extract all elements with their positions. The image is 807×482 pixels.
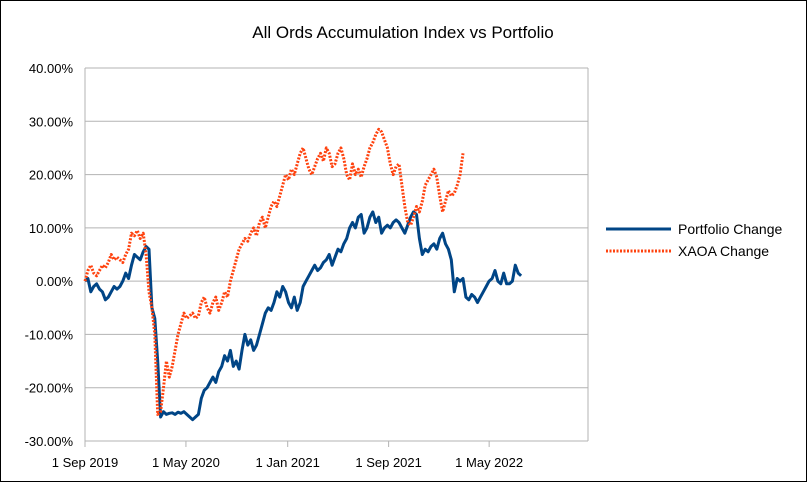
y-tick-label: 10.00%: [29, 221, 74, 236]
x-tick-label: 1 Jan 2021: [256, 455, 320, 470]
y-tick-label: -30.00%: [25, 434, 74, 449]
legend: Portfolio Change XAOA Change: [606, 221, 783, 259]
y-tick-labels: -30.00% -20.00% -10.00% 0.00% 10.00% 20.00% 30…: [25, 61, 74, 449]
x-tick-labels: 1 Sep 2019 1 May 2020 1 Jan 2021 1 Sep 2021…: [52, 455, 523, 470]
y-tick-label: -10.00%: [25, 327, 74, 342]
y-tick-label: 0.00%: [36, 274, 73, 289]
series-line-xaoa-change: [83, 127, 465, 416]
x-tick-label: 1 May 2022: [455, 455, 523, 470]
series-lines: [83, 127, 523, 422]
x-tick-label: 1 Sep 2019: [52, 455, 119, 470]
legend-label-portfolio-change: Portfolio Change: [678, 221, 783, 237]
y-tick-label: 20.00%: [29, 168, 74, 183]
chart-title: All Ords Accumulation Index vs Portfolio: [252, 23, 553, 42]
y-tick-label: 40.00%: [29, 61, 74, 76]
legend-label-xaoa-change: XAOA Change: [678, 243, 769, 259]
series-line-portfolio-change: [83, 210, 523, 422]
x-tick-label: 1 May 2020: [152, 455, 220, 470]
y-tick-label: 30.00%: [29, 114, 74, 129]
y-tick-label: -20.00%: [25, 381, 74, 396]
grid-lines: [85, 67, 588, 442]
axes: [84, 68, 589, 447]
x-tick-label: 1 Sep 2021: [355, 455, 422, 470]
